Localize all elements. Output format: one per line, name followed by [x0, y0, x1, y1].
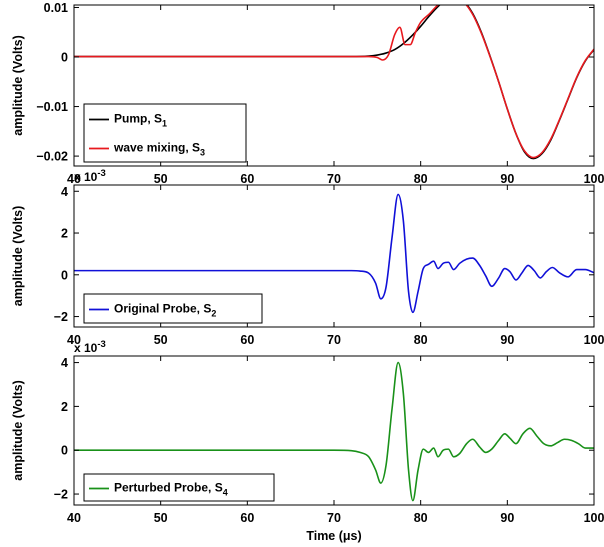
x-tick-label: 60 [240, 172, 254, 186]
y-tick-label: 0 [61, 268, 68, 282]
series-line-2 [74, 5, 594, 159]
x-tick-label: 90 [500, 172, 514, 186]
legend-label: Perturbed Probe, S4 [114, 481, 228, 498]
legend: Original Probe, S2 [83, 293, 263, 324]
y-tick-label: −2 [54, 310, 68, 324]
legend-label: Original Probe, S2 [114, 302, 216, 319]
series-line-1 [74, 361, 594, 502]
x-tick-label: 40 [67, 511, 81, 525]
chart-panel-1: 40 50 60 70 80 90 100 0.01 0 −0.01 −0.02 amplitude … [11, 1, 604, 186]
legend-label: wave mixing, S3 [113, 141, 205, 158]
legend-box [83, 473, 275, 502]
chart-panel-2: 40 50 60 70 80 90 100 4 2 0 −2 amplitude (Volts) x 1… [11, 168, 604, 347]
y-tick-label: −0.01 [36, 100, 68, 114]
x-tick-label: 60 [240, 333, 254, 347]
legend-subscript: 4 [223, 488, 228, 498]
y-tick-label: 2 [61, 227, 68, 241]
y-exponent-label: x 10-3 [74, 168, 106, 184]
x-tick-label: 100 [584, 511, 604, 525]
x-tick-label: 40 [67, 333, 81, 347]
y-axis-label: amplitude (Volts) [11, 35, 25, 135]
x-tick-label: 50 [154, 333, 168, 347]
x-tick-label: 70 [327, 333, 341, 347]
y-tick-label: 4 [61, 185, 68, 199]
x-axis-label: Time (μs) [306, 529, 361, 543]
legend-subscript: 1 [162, 119, 167, 129]
x-tick-label: 80 [414, 172, 428, 186]
y-exponent-power: -3 [97, 339, 105, 350]
legend-box [83, 103, 247, 163]
legend-box [83, 293, 263, 324]
y-exponent-power: -3 [97, 168, 105, 179]
x-tick-label: 100 [584, 172, 604, 186]
y-axis-label: amplitude (Volts) [11, 206, 25, 306]
chart-panels: 40 50 60 70 80 90 1000.010−0.01−0.02amplitude … [11, 1, 604, 543]
legend-label: Pump, S1 [114, 112, 167, 129]
y-tick-label: 0 [61, 444, 68, 458]
x-tick-label: 70 [327, 511, 341, 525]
x-tick-label: 80 [414, 333, 428, 347]
y-tick-label: −2 [54, 488, 68, 502]
y-tick-label: 4 [61, 356, 68, 370]
x-tick-label: 100 [584, 333, 604, 347]
series-line-1 [74, 193, 594, 314]
x-tick-label: 90 [500, 333, 514, 347]
legend-subscript: 2 [211, 309, 216, 319]
y-tick-label: 2 [61, 400, 68, 414]
legend-subscript: 3 [200, 148, 205, 158]
x-tick-label: 80 [414, 511, 428, 525]
y-tick-label: 0 [61, 51, 68, 65]
x-tick-label: 60 [240, 511, 254, 525]
chart-panel-3: 40 50 60 70 80 90 100 4 2 0 −2 amplitude (Volts) Tim… [11, 339, 604, 543]
y-axis-label: amplitude (Volts) [11, 380, 25, 480]
x-tick-label: 90 [500, 511, 514, 525]
legend: Pump, S1 wave mixing, S3 [83, 103, 247, 163]
x-tick-label: 70 [327, 172, 341, 186]
y-tick-label: −0.02 [36, 150, 68, 164]
y-tick-label: 0.01 [44, 1, 68, 15]
x-tick-label: 50 [154, 511, 168, 525]
legend: Perturbed Probe, S4 [83, 473, 275, 502]
x-tick-label: 50 [154, 172, 168, 186]
y-exponent-label: x 10-3 [74, 339, 106, 355]
x-tick-label: 40 [67, 172, 81, 186]
